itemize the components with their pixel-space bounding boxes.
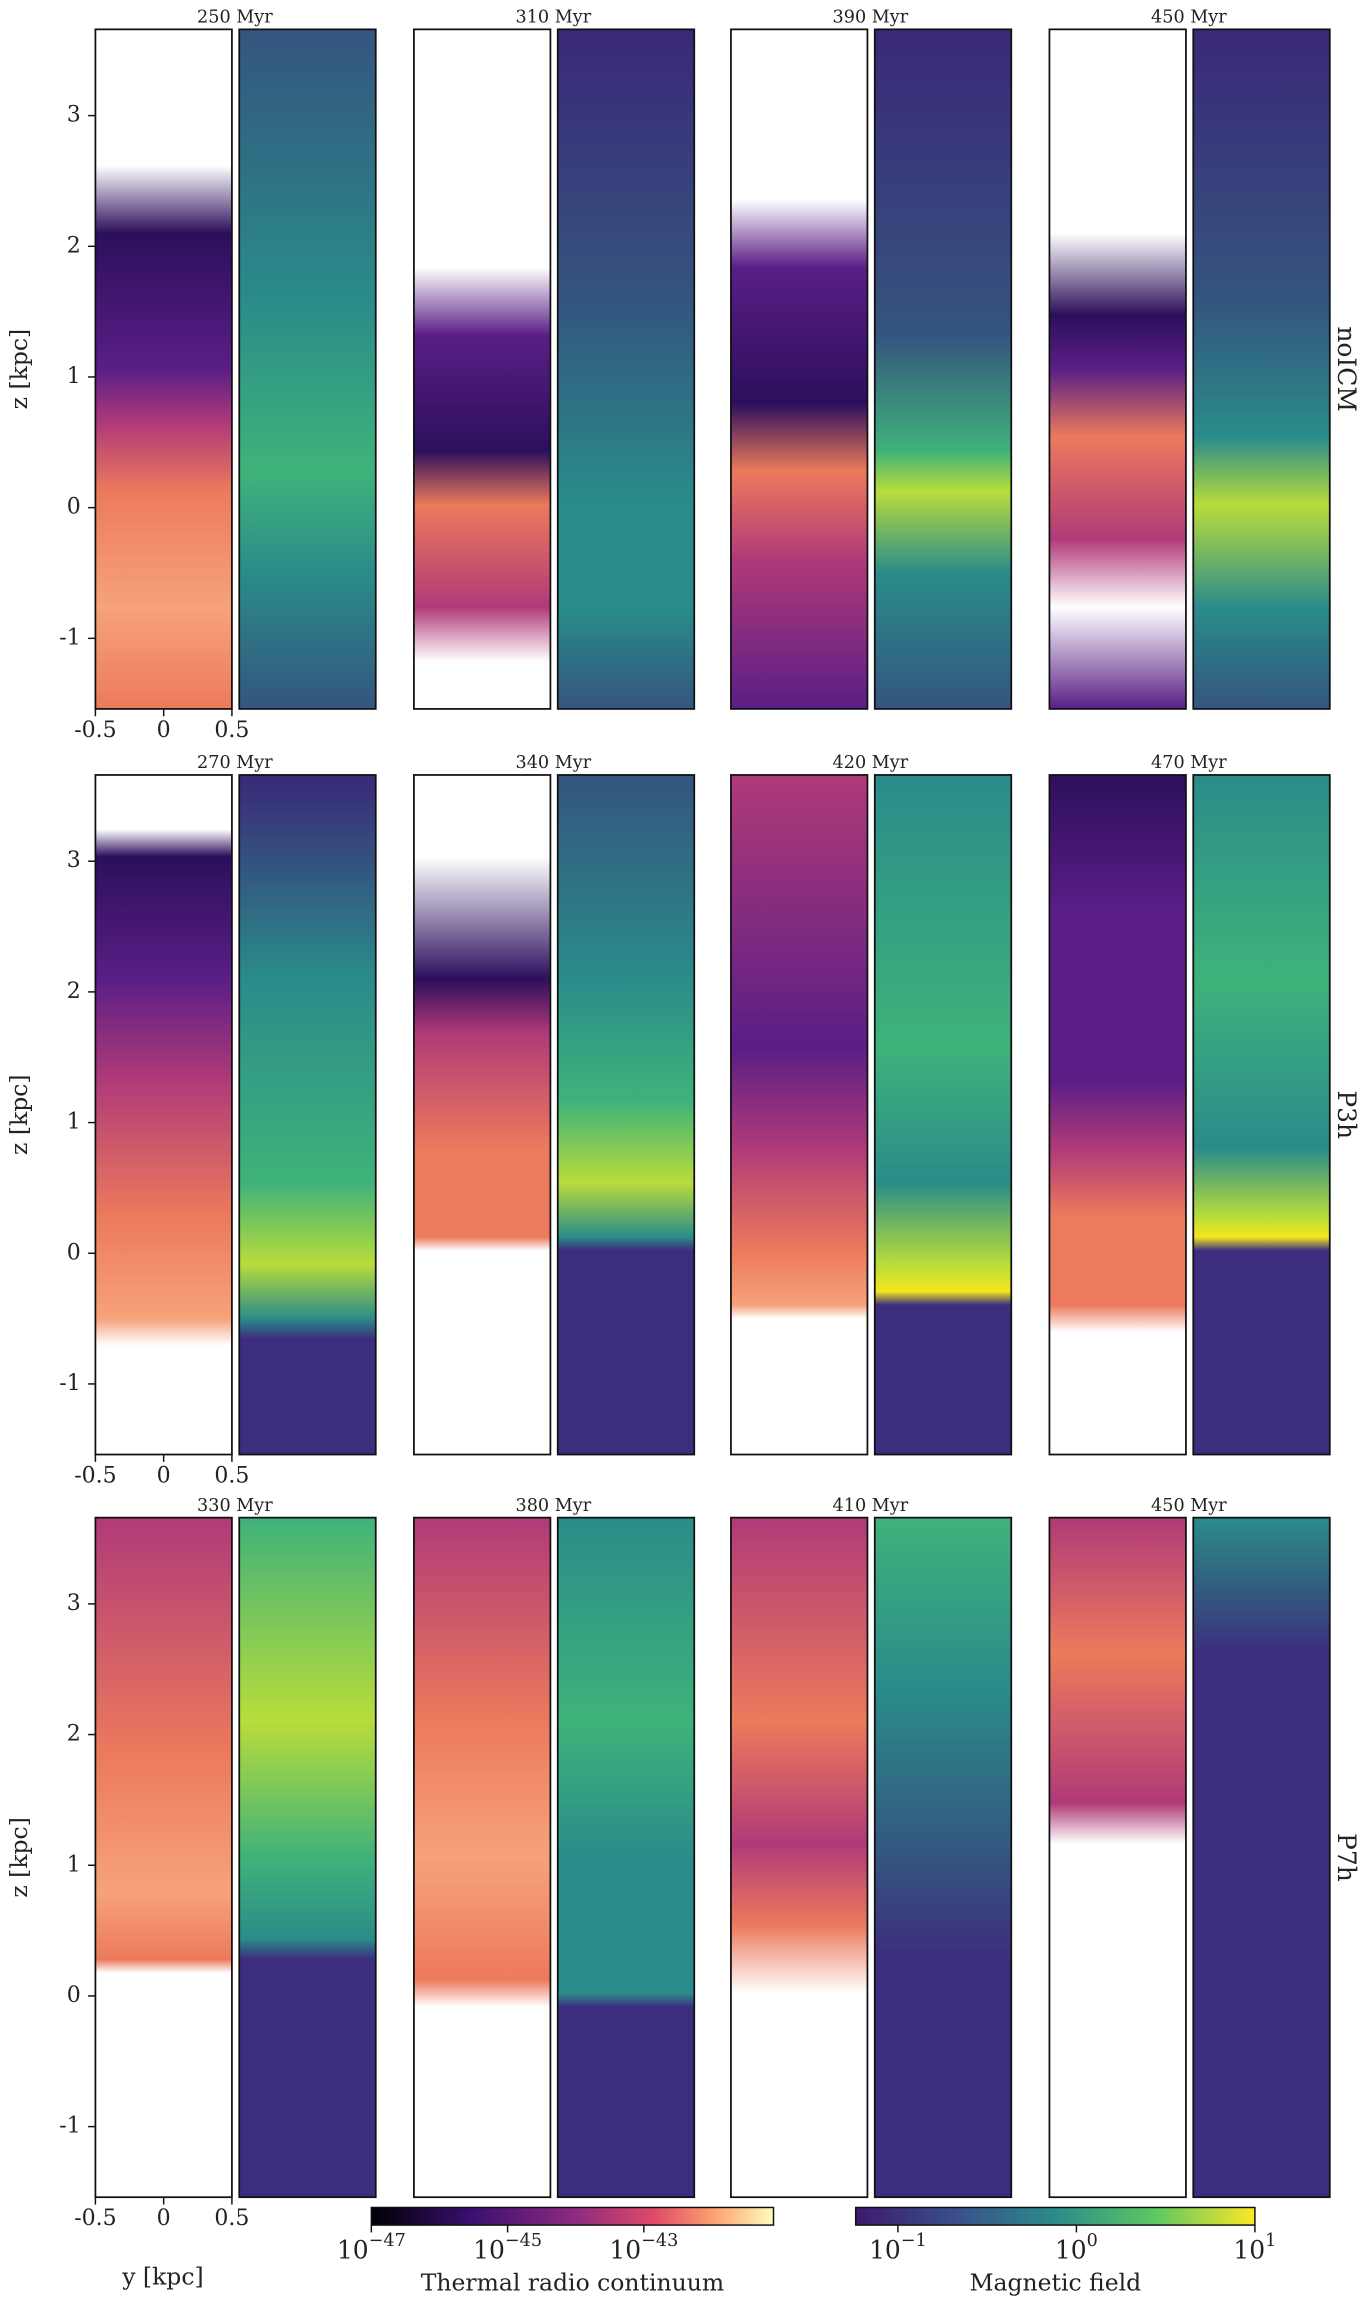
y-tick-label: 1 bbox=[67, 1852, 81, 1877]
magnetic-panel bbox=[1192, 774, 1331, 1456]
tick-exponent: −43 bbox=[641, 2231, 678, 2251]
tick-base: 10 bbox=[609, 2235, 641, 2264]
magnetic-panel bbox=[873, 28, 1013, 710]
magnetic-panel bbox=[238, 774, 377, 1456]
thermal-panel bbox=[94, 1516, 233, 2199]
panel-time: 330 Myr bbox=[197, 1496, 273, 1516]
tick-exponent: −47 bbox=[369, 2231, 406, 2251]
magnetic-panel bbox=[556, 1516, 696, 2199]
thermal-panel bbox=[730, 1516, 869, 2199]
panel-time: 340 Myr bbox=[516, 753, 592, 773]
y-tick-label: -1 bbox=[59, 625, 80, 650]
panel-time: 470 Myr bbox=[1151, 753, 1227, 773]
panel-time: 380 Myr bbox=[516, 1496, 592, 1516]
y-tick-label: 2 bbox=[67, 979, 81, 1004]
magnetic-panel bbox=[556, 28, 696, 710]
magnetic-panel bbox=[238, 28, 377, 710]
x-axis-label: y [kpc] bbox=[121, 2262, 203, 2290]
colorbar bbox=[854, 2206, 1256, 2226]
tick-base: 10 bbox=[473, 2235, 505, 2264]
tick-base: 10 bbox=[337, 2235, 369, 2264]
x-tick-label: 0.5 bbox=[214, 718, 249, 743]
colorbar-tick-label: 10−1 bbox=[869, 2231, 927, 2264]
x-tick-label: -0.5 bbox=[74, 718, 116, 743]
y-tick-label: 0 bbox=[67, 1983, 81, 2008]
x-tick-label: 0 bbox=[157, 2206, 171, 2231]
magnetic-panel bbox=[238, 1516, 377, 2199]
row-label: noICM bbox=[1332, 326, 1361, 412]
tick-base: 10 bbox=[869, 2235, 901, 2264]
magnetic-panel bbox=[873, 1516, 1013, 2199]
thermal-panel bbox=[730, 28, 869, 710]
magnetic-panel bbox=[1192, 28, 1331, 710]
panel-time: 420 Myr bbox=[833, 753, 909, 773]
y-tick-label: 3 bbox=[67, 1591, 81, 1616]
panel-time: 250 Myr bbox=[197, 8, 273, 28]
colorbar-tick-label: 100 bbox=[1055, 2231, 1098, 2264]
y-tick-label: 3 bbox=[67, 103, 81, 128]
y-tick-label: 3 bbox=[67, 848, 81, 873]
magnetic-panel bbox=[556, 774, 696, 1456]
y-axis-label: z [kpc] bbox=[5, 1074, 33, 1155]
x-tick-label: 0.5 bbox=[214, 1464, 249, 1489]
colorbar-tick-label: 10−45 bbox=[473, 2231, 542, 2264]
panel-time: 310 Myr bbox=[516, 8, 592, 28]
thermal-panel bbox=[1048, 28, 1187, 710]
tick-base: 10 bbox=[1233, 2235, 1265, 2264]
y-tick-label: 1 bbox=[67, 364, 81, 389]
colorbar-label: Thermal radio continuum bbox=[421, 2268, 724, 2296]
thermal-panel bbox=[94, 774, 233, 1456]
tick-exponent: 0 bbox=[1087, 2231, 1098, 2251]
x-tick-label: -0.5 bbox=[74, 1464, 116, 1489]
magnetic-panel bbox=[873, 774, 1013, 1456]
y-axis-label: z [kpc] bbox=[5, 329, 33, 410]
tick-exponent: 1 bbox=[1265, 2231, 1276, 2251]
panel-time: 450 Myr bbox=[1151, 1496, 1227, 1516]
thermal-panel bbox=[413, 1516, 552, 2199]
y-tick-label: 1 bbox=[67, 1110, 81, 1135]
x-tick-label: 0 bbox=[157, 1464, 171, 1489]
panel-time: 270 Myr bbox=[197, 753, 273, 773]
thermal-panel bbox=[1048, 1516, 1187, 2199]
x-tick-label: 0.5 bbox=[214, 2206, 249, 2231]
x-tick-label: -0.5 bbox=[74, 2206, 116, 2231]
thermal-panel bbox=[413, 28, 552, 710]
thermal-panel bbox=[1048, 774, 1187, 1456]
magnetic-panel bbox=[1192, 1516, 1331, 2199]
tick-base: 10 bbox=[1055, 2235, 1087, 2264]
thermal-panel bbox=[413, 774, 552, 1456]
tick-exponent: −1 bbox=[901, 2231, 927, 2251]
y-tick-label: 0 bbox=[67, 1240, 81, 1265]
thermal-panel bbox=[94, 28, 233, 710]
colorbar-tick-label: 10−47 bbox=[337, 2231, 406, 2264]
panel-time: 450 Myr bbox=[1151, 8, 1227, 28]
panel-time: 390 Myr bbox=[833, 8, 909, 28]
colorbar-tick-label: 101 bbox=[1233, 2231, 1276, 2264]
colorbar-tick-label: 10−43 bbox=[609, 2231, 678, 2264]
colorbar bbox=[370, 2206, 775, 2226]
thermal-panel bbox=[730, 774, 869, 1456]
row-label: P3h bbox=[1332, 1090, 1361, 1139]
y-axis-label: z [kpc] bbox=[5, 1817, 33, 1898]
y-tick-label: 2 bbox=[67, 233, 81, 258]
tick-exponent: −45 bbox=[505, 2231, 542, 2251]
y-tick-label: -1 bbox=[59, 2114, 80, 2139]
x-tick-label: 0 bbox=[157, 718, 171, 743]
row-label: P7h bbox=[1332, 1833, 1361, 1882]
y-tick-label: -1 bbox=[59, 1371, 80, 1396]
y-tick-label: 2 bbox=[67, 1722, 81, 1747]
panel-time: 410 Myr bbox=[833, 1496, 909, 1516]
y-tick-label: 0 bbox=[67, 495, 81, 520]
colorbar-label: Magnetic field bbox=[969, 2268, 1141, 2296]
